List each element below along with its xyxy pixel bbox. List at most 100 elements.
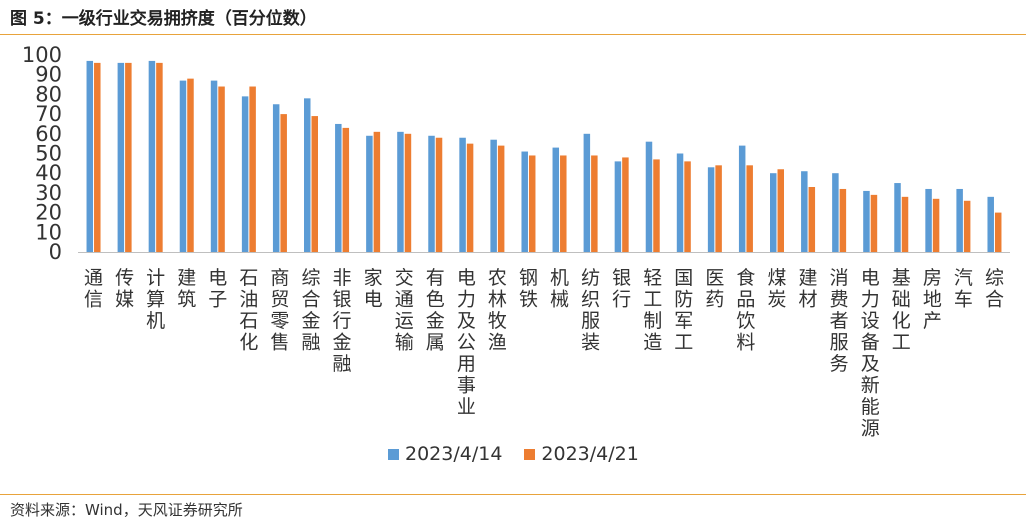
bar-series-1 (428, 135, 435, 252)
bar-series-2 (901, 196, 909, 252)
x-tick-label: 有色金属 (426, 267, 445, 354)
x-tick-label: 医药 (705, 267, 724, 311)
bar-series-1 (614, 161, 622, 252)
legend-swatch-series-2 (524, 448, 536, 460)
legend-label-series-2: 2023/4/21 (541, 443, 639, 465)
y-tick-label: 20 (35, 201, 62, 225)
bar-series-2 (932, 198, 940, 252)
bar-series-2 (125, 62, 132, 252)
x-tick-label: 交通运输 (395, 267, 414, 354)
x-tick-label: 轻工制造 (643, 267, 662, 354)
x-tick-label: 银行 (612, 267, 631, 311)
bar-series-2 (435, 137, 443, 252)
bar-series-1 (925, 188, 932, 252)
y-tick-label: 90 (35, 63, 62, 87)
y-tick-label: 60 (35, 122, 62, 146)
bar-series-1 (645, 141, 653, 252)
y-tick-label: 0 (49, 240, 62, 264)
x-tick-label: 电子 (208, 267, 227, 311)
bar-series-2 (777, 169, 784, 252)
x-tick-label: 汽车 (954, 267, 973, 311)
x-tick-label: 综合金融 (301, 267, 320, 354)
bar-series-1 (272, 104, 280, 252)
bar-series-2 (839, 188, 847, 252)
bar-series-2 (560, 155, 567, 252)
bar-series-1 (956, 188, 963, 252)
bar-series-2 (870, 194, 878, 252)
footer-divider (0, 494, 1026, 495)
bar-series-2 (746, 165, 753, 252)
x-tick-label: 商贸零售 (270, 267, 289, 354)
y-tick-label: 80 (35, 82, 62, 106)
legend-swatch-series-1 (388, 448, 399, 460)
bar-series-1 (490, 139, 497, 252)
legend-item-series-1: 2023/4/14 (388, 443, 502, 465)
legend-item-series-2: 2023/4/21 (524, 443, 639, 465)
bar-series-1 (148, 60, 156, 252)
bar-series-1 (707, 167, 715, 252)
bar-series-2 (528, 155, 536, 252)
bar-series-2 (218, 86, 225, 253)
y-tick-label: 100 (22, 43, 62, 67)
bar-series-2 (808, 186, 816, 252)
bar-series-2 (280, 114, 287, 252)
bar-series-1 (676, 153, 684, 252)
x-tick-label: 纺织服装 (581, 267, 600, 354)
bar-series-2 (156, 62, 163, 252)
bar-series-1 (117, 62, 125, 252)
x-tick-label: 非银行金融 (333, 267, 352, 375)
bar-series-2 (622, 157, 629, 252)
bar-series-1 (894, 183, 901, 252)
bar-series-2 (591, 155, 598, 252)
source-note: 资料来源：Wind，天风证券研究所 (10, 501, 243, 519)
bar-series-1 (335, 123, 342, 252)
bar-series-2 (715, 165, 722, 252)
x-tick-label: 钢铁 (519, 267, 538, 311)
y-tick-label: 10 (35, 220, 62, 244)
x-tick-label: 传媒 (115, 267, 134, 311)
x-tick-label: 机械 (550, 267, 569, 311)
header-divider (0, 34, 1026, 35)
x-tick-label: 通信 (84, 267, 103, 311)
bar-series-2 (94, 62, 101, 252)
bar-series-1 (770, 173, 777, 252)
bar-series-1 (366, 135, 373, 252)
x-tick-label: 国防军工 (674, 267, 693, 354)
chart-legend: 2023/4/14 2023/4/21 (388, 443, 661, 465)
bar-series-2 (373, 131, 381, 252)
bar-series-1 (987, 196, 994, 252)
bar-series-2 (497, 145, 505, 252)
x-tick-label: 综合 (985, 267, 1004, 311)
bar-series-2 (466, 143, 474, 252)
x-tick-label: 电力设备及新能源 (861, 267, 880, 440)
bar-series-1 (583, 133, 591, 252)
bar-series-1 (738, 145, 746, 252)
x-tick-label: 房地产 (923, 267, 942, 332)
bar-series-1 (179, 80, 187, 252)
bar-series-1 (304, 98, 311, 252)
bar-series-2 (187, 78, 194, 252)
bar-series-1 (459, 137, 466, 252)
x-tick-label: 电力及公用事业 (457, 267, 476, 418)
bar-series-2 (963, 200, 971, 252)
bar-series-1 (552, 147, 560, 252)
bar-series-2 (249, 86, 256, 253)
bar-series-2 (342, 127, 350, 252)
bar-series-1 (863, 190, 870, 252)
x-tick-label: 基础化工 (892, 267, 911, 354)
bar-series-1 (521, 151, 528, 252)
figure-title: 图 5：一级行业交易拥挤度（百分位数） (10, 9, 317, 29)
x-tick-label: 家电 (364, 267, 383, 311)
bar-series-1 (397, 131, 404, 252)
x-tick-label: 计算机 (146, 267, 165, 332)
y-tick-label: 50 (35, 142, 62, 166)
x-tick-label: 建材 (799, 267, 818, 311)
bar-series-2 (994, 212, 1002, 252)
x-tick-label: 食品饮料 (736, 267, 755, 354)
bar-series-1 (210, 80, 218, 252)
bar-series-2 (311, 116, 318, 252)
y-tick-label: 70 (35, 102, 62, 126)
x-tick-label: 建筑 (177, 267, 196, 311)
x-tick-label: 消费者服务 (830, 267, 849, 375)
